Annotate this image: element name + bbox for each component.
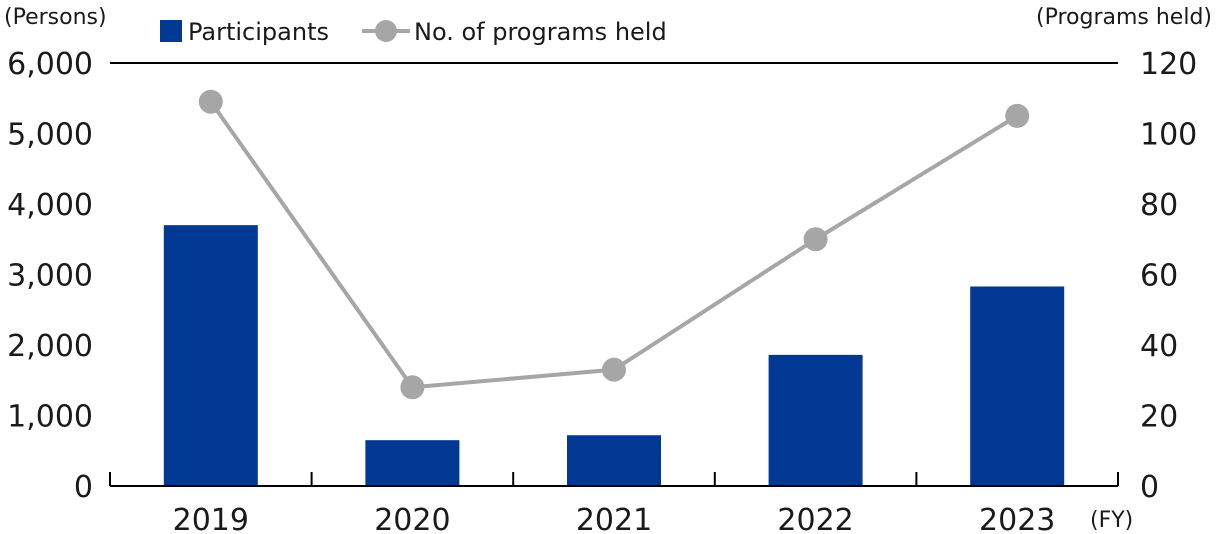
programs-series xyxy=(198,89,1030,400)
legend-label-programs: No. of programs held xyxy=(414,18,667,46)
right-tick-label: 20 xyxy=(1140,400,1178,435)
x-label-2021: 2021 xyxy=(576,503,652,534)
bar-2020 xyxy=(365,440,460,486)
left-tick-label: 2,000 xyxy=(7,329,93,364)
x-label-2023: 2023 xyxy=(979,503,1055,534)
left-axis-unit: (Persons) xyxy=(4,5,107,30)
programs-point-2020 xyxy=(400,375,425,400)
legend-label-participants: Participants xyxy=(188,18,329,46)
right-tick-label: 0 xyxy=(1140,470,1159,505)
legend-swatch-participants xyxy=(160,20,182,42)
right-tick-label: 80 xyxy=(1140,188,1178,223)
left-tick-label: 1,000 xyxy=(7,400,93,435)
right-tick-label: 100 xyxy=(1140,118,1197,153)
right-axis-ticks: 0 20 40 60 80 100 120 xyxy=(1140,47,1197,505)
programs-point-2022 xyxy=(803,227,828,252)
x-label-2022: 2022 xyxy=(777,503,853,534)
right-tick-label: 60 xyxy=(1140,259,1178,294)
programs-line xyxy=(209,100,1019,390)
bar-2019 xyxy=(163,225,258,486)
programs-point-2019 xyxy=(198,89,223,114)
x-axis-labels: 2019 2020 2021 2022 2023 xyxy=(173,503,1056,534)
bar-2021 xyxy=(567,435,661,486)
x-label-2019: 2019 xyxy=(173,503,249,534)
participants-bars xyxy=(163,225,1065,486)
right-axis-unit: (Programs held) xyxy=(1036,5,1212,30)
legend-marker-programs xyxy=(375,20,397,42)
bar-2022 xyxy=(768,354,863,486)
left-tick-label: 3,000 xyxy=(7,259,93,294)
right-tick-label: 120 xyxy=(1140,47,1197,82)
right-tick-label: 40 xyxy=(1140,329,1178,364)
x-label-2020: 2020 xyxy=(374,503,450,534)
programs-markers xyxy=(198,89,1030,400)
bar-2023 xyxy=(970,286,1065,486)
left-tick-label: 0 xyxy=(74,470,93,505)
x-axis-unit: (FY) xyxy=(1090,508,1133,533)
x-axis-ticks xyxy=(109,472,1119,486)
left-axis-ticks: 0 1,000 2,000 3,000 4,000 5,000 6,000 xyxy=(7,47,93,505)
left-tick-label: 6,000 xyxy=(7,47,93,82)
left-tick-label: 4,000 xyxy=(7,188,93,223)
legend: Participants No. of programs held xyxy=(160,18,667,46)
programs-point-2023 xyxy=(1005,103,1030,128)
programs-point-2021 xyxy=(602,357,626,382)
left-tick-label: 5,000 xyxy=(7,118,93,153)
